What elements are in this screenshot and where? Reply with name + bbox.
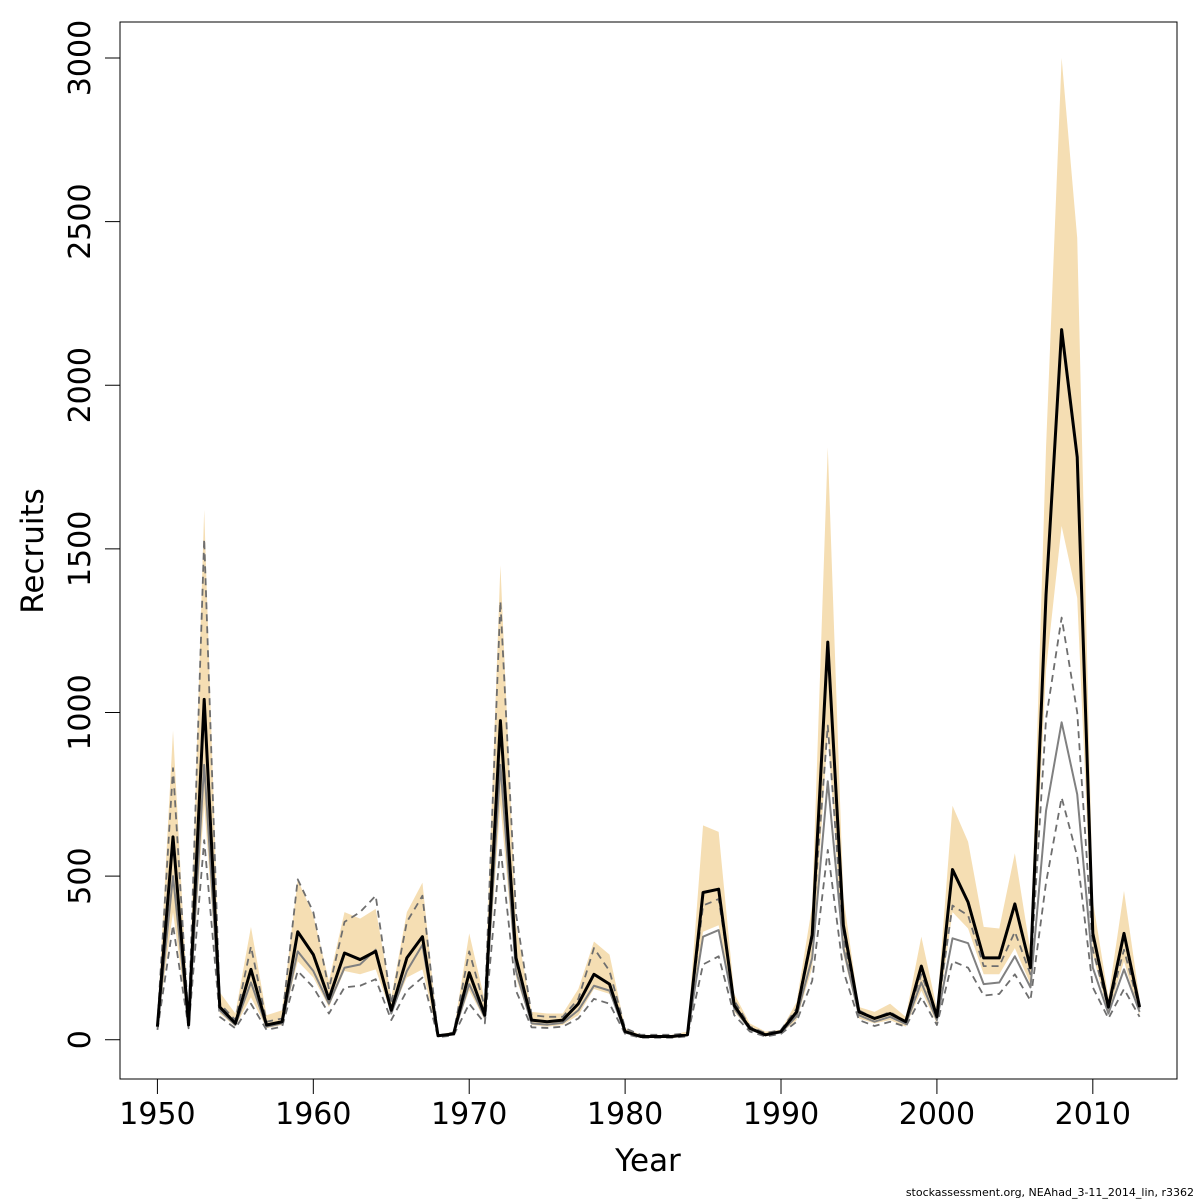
estimate-line <box>155 328 1142 1038</box>
x-tick-label: 1980 <box>587 1097 663 1132</box>
confidence-band <box>157 58 1140 1039</box>
x-tick-label: 2000 <box>899 1097 975 1132</box>
x-axis: 1950 1960 1970 1980 1990 2000 2010 <box>119 1078 1131 1132</box>
alt-interval-upper-line <box>156 538 1141 1037</box>
x-tick-label: 2010 <box>1055 1097 1131 1132</box>
footer-note: stockassessment.org, NEAhad_3-11_2014_li… <box>906 1186 1194 1199</box>
y-tick-label: 1500 <box>63 511 98 587</box>
plot-area <box>155 58 1142 1039</box>
y-axis-title: Recruits <box>15 488 51 614</box>
x-axis-title: Year <box>614 1143 681 1179</box>
y-tick-label: 2000 <box>63 347 98 423</box>
y-axis: 0 500 1000 1500 2000 2500 3000 <box>63 20 121 1049</box>
x-tick-label: 1970 <box>431 1097 507 1132</box>
x-tick-label: 1960 <box>275 1097 351 1132</box>
y-tick-label: 2500 <box>63 183 98 259</box>
alt-estimate-line <box>156 721 1141 1038</box>
y-tick-label: 3000 <box>63 20 98 96</box>
y-tick-label: 0 <box>63 1030 98 1049</box>
y-tick-label: 1000 <box>63 674 98 750</box>
x-tick-label: 1990 <box>743 1097 819 1132</box>
x-tick-label: 1950 <box>119 1097 195 1132</box>
y-tick-label: 500 <box>63 847 98 904</box>
